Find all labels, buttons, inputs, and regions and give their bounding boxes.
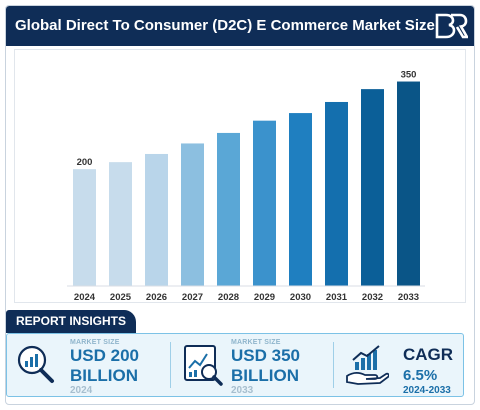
bar-2027 bbox=[181, 143, 204, 286]
cagr-period: 2024-2033 bbox=[403, 385, 451, 396]
bar-2030 bbox=[289, 113, 312, 286]
x-tick-label: 2029 bbox=[254, 292, 275, 303]
magnifier-chart-icon bbox=[17, 345, 54, 383]
report-insights-tab: REPORT INSIGHTS bbox=[6, 310, 137, 333]
bar-2029 bbox=[253, 120, 276, 286]
card-divider bbox=[170, 342, 171, 388]
header-bar: Global Direct To Consumer (D2C) E Commer… bbox=[6, 6, 474, 46]
x-tick-label: 2026 bbox=[146, 292, 167, 303]
chart-area: 2024 2025 2026 2027 2028 2029 2030 2031 2032 2033… bbox=[14, 49, 466, 303]
chart-title: Global Direct To Consumer (D2C) E Commer… bbox=[15, 17, 435, 34]
data-label-first: 200 bbox=[77, 157, 93, 168]
data-label-last: 350 bbox=[401, 70, 417, 81]
market-size-value: USD 350 bbox=[231, 346, 300, 365]
x-tick-label: 2030 bbox=[290, 292, 311, 303]
document-chart-icon bbox=[184, 345, 223, 386]
brand-logo-icon bbox=[435, 13, 468, 39]
market-size-value: USD 200 bbox=[70, 346, 139, 365]
bar-2031 bbox=[325, 101, 348, 286]
cagr-value: 6.5% bbox=[403, 367, 438, 384]
x-tick-label: 2032 bbox=[362, 292, 383, 303]
market-size-caption: MARKET SIZE bbox=[231, 339, 281, 346]
bar-2033 bbox=[397, 81, 420, 287]
card-divider bbox=[333, 342, 334, 388]
market-size-year: 2024 bbox=[70, 385, 93, 396]
market-size-year: 2033 bbox=[231, 385, 254, 396]
bar-chart: 2024 2025 2026 2027 2028 2029 2030 2031 2032 2033… bbox=[67, 70, 425, 303]
bar-2028 bbox=[217, 132, 240, 286]
bar-2024 bbox=[73, 169, 96, 286]
market-size-2033-card: MARKET SIZE USD 350 BILLION 2033 bbox=[175, 334, 327, 396]
bar-2032 bbox=[361, 89, 384, 286]
market-size-unit: BILLION bbox=[70, 366, 138, 385]
cagr-card: CAGR 6.5% 2024-2033 bbox=[339, 334, 463, 396]
bar-2026 bbox=[145, 153, 168, 286]
x-tick-label: 2025 bbox=[110, 292, 132, 303]
report-frame: Global Direct To Consumer (D2C) E Commer… bbox=[5, 5, 475, 405]
x-tick-label: 2031 bbox=[326, 292, 348, 303]
x-tick-label: 2027 bbox=[182, 292, 203, 303]
hand-growth-icon bbox=[346, 345, 389, 385]
x-tick-label: 2024 bbox=[74, 292, 96, 303]
x-tick-label: 2028 bbox=[218, 292, 239, 303]
market-size-caption: MARKET SIZE bbox=[70, 339, 120, 346]
market-size-unit: BILLION bbox=[231, 366, 299, 385]
x-tick-label: 2033 bbox=[398, 292, 419, 303]
market-size-2024-card: MARKET SIZE USD 200 BILLION 2024 bbox=[7, 334, 159, 396]
insights-panel: MARKET SIZE USD 200 BILLION 2024 MARKET … bbox=[6, 333, 464, 397]
bar-2025 bbox=[109, 162, 132, 286]
cagr-label: CAGR bbox=[403, 345, 454, 364]
